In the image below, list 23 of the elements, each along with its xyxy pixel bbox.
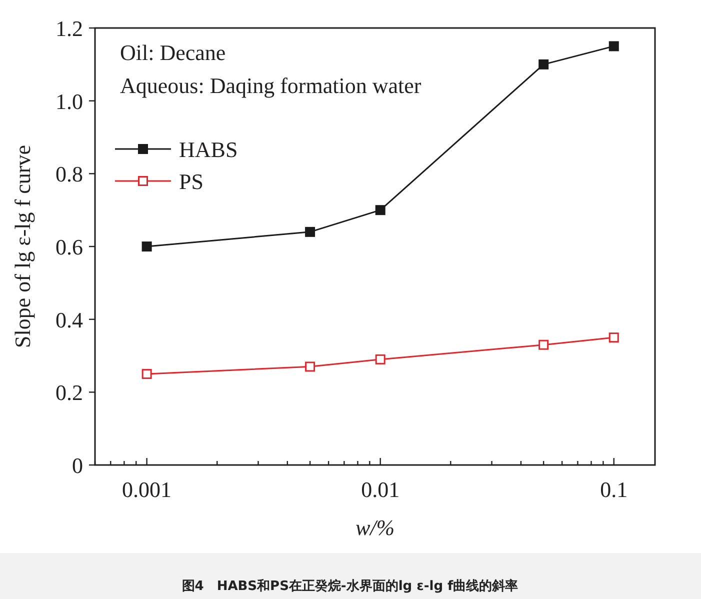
- y-tick-label: 0.8: [56, 162, 83, 187]
- x-tick-label: 0.1: [600, 477, 628, 502]
- point: [142, 242, 152, 252]
- y-tick-label: 0.6: [56, 234, 83, 260]
- annotation: Aqueous: Daqing formation water: [120, 73, 422, 98]
- point: [608, 332, 619, 343]
- legend-label: HABS: [179, 137, 238, 162]
- point: [142, 368, 152, 379]
- y-tick-label: 1.0: [56, 88, 83, 114]
- legend-label: PS: [179, 169, 204, 194]
- point: [375, 354, 386, 364]
- y-tick-label: 0.2: [56, 380, 83, 406]
- x-axis-title: w/%: [355, 515, 395, 540]
- y-tick-label: 1.2: [56, 16, 83, 41]
- annotation: Oil: Decane: [120, 40, 226, 65]
- x-tick-label: 0.01: [361, 477, 400, 502]
- point: [375, 205, 386, 216]
- y-tick-label: 0.4: [56, 307, 83, 332]
- x-tick-label: 0.001: [122, 477, 172, 502]
- point: [608, 41, 619, 52]
- caption: 图4 HABS和PS在正癸烷-水界面的lg ε-lg f曲线的斜率: [182, 578, 518, 594]
- y-axis-title: Slope of lg ε-lg f curve: [10, 145, 35, 348]
- y-tick-label: 0: [72, 453, 83, 478]
